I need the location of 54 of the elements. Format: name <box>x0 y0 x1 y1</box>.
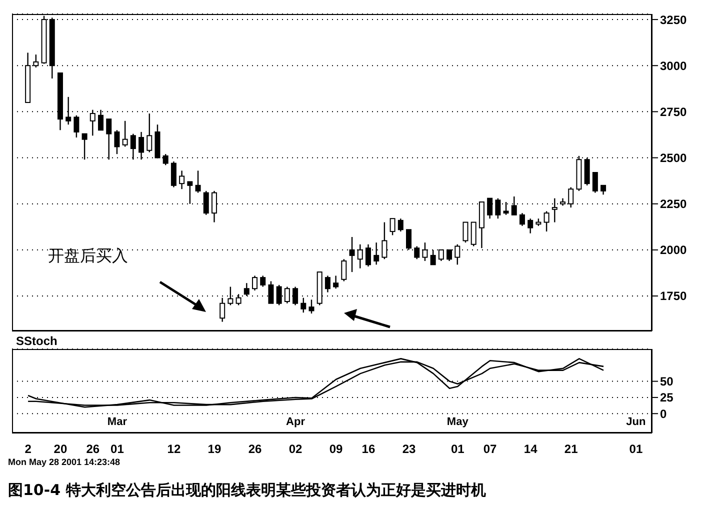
y-tick-label: 25 <box>660 390 674 405</box>
category-label: May 01 <box>446 416 468 456</box>
x-tick-label: 2 <box>24 442 32 456</box>
candlestick <box>74 114 80 138</box>
candlestick <box>324 275 330 293</box>
x-tick-label: 23 <box>402 442 416 456</box>
x-tick-label: 19 <box>208 442 222 456</box>
annotation: 开盘后买入 <box>48 246 128 267</box>
y-tick-label: 1750 <box>660 289 688 304</box>
y-tick-label: 2000 <box>660 243 688 258</box>
x-tick-label: 12 <box>167 442 181 456</box>
category-label: Jun 01 <box>626 416 646 456</box>
candlestick <box>470 222 476 247</box>
candlestick <box>195 170 201 194</box>
candlestick <box>519 212 525 227</box>
y-tick-label: 3250 <box>660 12 688 27</box>
y-tick-label: 2750 <box>660 104 688 119</box>
candlestick <box>90 109 96 136</box>
candlestick <box>260 275 266 288</box>
candlestick <box>170 160 176 188</box>
x-tick-label: 14 <box>524 442 538 456</box>
candlestick <box>122 120 128 148</box>
x-tick-label: 16 <box>362 442 376 456</box>
candlestick <box>333 275 339 290</box>
candlestick <box>592 172 598 194</box>
y-tick-label: 0 <box>660 406 667 421</box>
x-tick-label: 20 <box>54 442 68 456</box>
x-tick-label: 26 <box>248 442 262 456</box>
y-tick-label: 2250 <box>660 197 688 212</box>
candlestick <box>398 218 404 232</box>
candlestick <box>600 184 606 196</box>
candlestick <box>390 218 396 236</box>
candlestick <box>252 275 258 292</box>
candlestick <box>146 112 152 153</box>
x-tick-label: 21 <box>564 442 578 456</box>
x-tick-label: 07 <box>483 442 498 456</box>
x-tick-label: 26 <box>86 442 100 456</box>
caption: 图10-4 特大利空公告后出现的阳线表明某些投资者认为正好是买进时机 <box>8 481 487 500</box>
y-tick-label: 2500 <box>660 151 688 166</box>
chart-title: SStoch <box>16 334 58 348</box>
candlestick <box>300 297 306 314</box>
text: Mon May 28 2001 14:23:48 <box>8 457 122 467</box>
candlestick <box>179 170 185 190</box>
candlestick <box>528 218 534 234</box>
category-label: Mar 01 <box>107 416 127 456</box>
category-label: Apr 02 <box>286 416 306 456</box>
y-tick-label: 50 <box>660 374 674 389</box>
candlestick <box>462 222 468 244</box>
candlestick <box>114 130 120 155</box>
y-tick-label: 3000 <box>660 58 688 73</box>
x-tick-label: 09 <box>329 442 344 456</box>
candlestick <box>341 258 347 282</box>
candlestick <box>544 210 550 232</box>
candlestick <box>308 299 314 314</box>
